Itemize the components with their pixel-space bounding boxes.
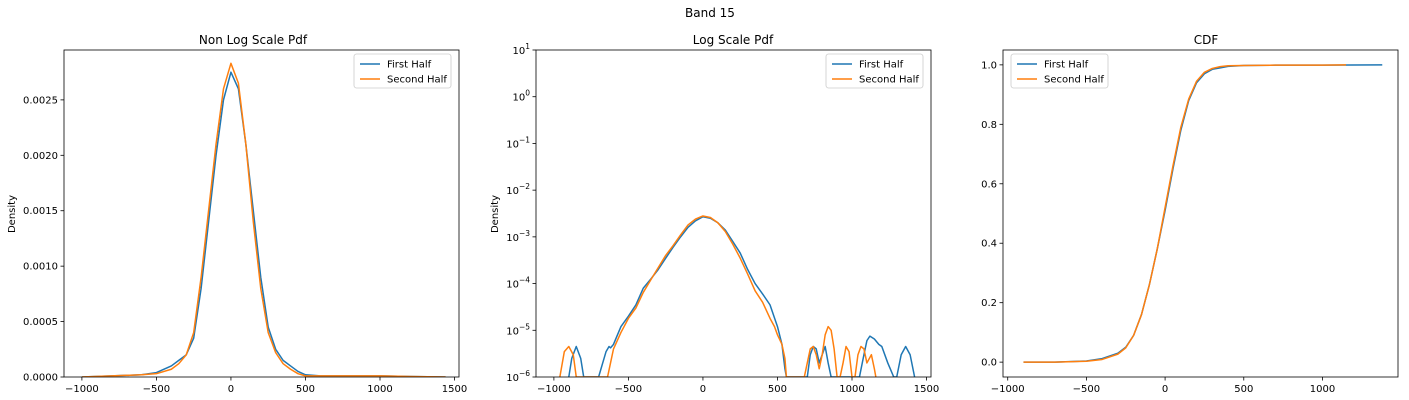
y-axis-label: Density <box>490 195 501 233</box>
legend-label: First Half <box>859 60 904 71</box>
series-line-second-half <box>559 215 877 377</box>
y-tick-label: 101 <box>512 42 530 57</box>
y-tick-label: 1.0 <box>981 60 997 71</box>
series-line-second-half <box>1023 64 1347 363</box>
x-tick-label: 1000 <box>839 384 864 395</box>
legend-label: First Half <box>387 60 432 71</box>
x-tick-label: −500 <box>143 384 170 395</box>
y-tick-label: 0.4 <box>981 239 997 250</box>
y-tick-label: 10−1 <box>506 135 530 150</box>
y-tick-label: 0.0020 <box>23 151 58 162</box>
y-tick-label: 0.0015 <box>23 206 58 217</box>
series-group <box>1023 64 1383 363</box>
series-line-second-half <box>81 62 446 377</box>
legend-label: Second Half <box>1044 75 1104 86</box>
y-tick-label: 10−3 <box>506 229 530 244</box>
y-tick-label: 0.2 <box>981 298 997 309</box>
series-line-first-half <box>568 215 916 377</box>
y-tick-label: 0.0025 <box>23 95 58 106</box>
x-tick-label: 1000 <box>1310 384 1335 395</box>
x-tick-label: −500 <box>1073 384 1100 395</box>
x-tick-label: 1000 <box>367 384 392 395</box>
x-tick-label: 0 <box>228 384 234 395</box>
axes-title: Non Log Scale Pdf <box>199 33 308 47</box>
x-tick-label: −1000 <box>537 384 571 395</box>
plot-frame <box>535 49 932 378</box>
y-tick-label: 0.0000 <box>23 373 58 384</box>
axes-cdf: CDF −1000 −500 0 500 1000 0.0 0.2 0.4 0.6 0.8 1.0 F… <box>981 33 1399 395</box>
plot-frame <box>1002 49 1399 378</box>
y-axis-label: Density <box>7 195 18 233</box>
y-tick-label: 0.0010 <box>23 262 58 273</box>
axes-title: CDF <box>1194 33 1219 47</box>
x-tick-label: 500 <box>768 384 787 395</box>
x-tick-label: −500 <box>615 384 642 395</box>
legend-label: Second Half <box>859 75 919 86</box>
x-tick-label: 1500 <box>914 384 939 395</box>
legend: First Half Second Half <box>825 53 924 89</box>
series-group <box>559 215 916 377</box>
legend: First Half Second Half <box>1010 53 1109 89</box>
y-tick-label: 10−4 <box>506 276 530 291</box>
y-tick-label: 0.0005 <box>23 317 58 328</box>
y-tick-label: 0.0 <box>981 358 997 369</box>
y-tick-label: 0.6 <box>981 179 997 190</box>
x-tick-label: 500 <box>1234 384 1253 395</box>
axes-log-pdf: Log Scale Pdf Density −1000 −500 0 500 1000 1… <box>490 33 939 395</box>
legend-label: Second Half <box>387 75 447 86</box>
x-tick-label: 0 <box>1162 384 1168 395</box>
axes-title: Log Scale Pdf <box>693 33 774 47</box>
figure-suptitle: Band 15 <box>685 6 735 20</box>
y-tick-label: 0.8 <box>981 120 997 131</box>
x-tick-label: −1000 <box>991 384 1025 395</box>
series-group <box>81 62 446 377</box>
y-tick-label: 10−6 <box>506 369 530 384</box>
y-tick-label: 10−2 <box>506 182 530 197</box>
x-tick-label: 1500 <box>442 384 467 395</box>
x-tick-label: 500 <box>296 384 315 395</box>
y-tick-label: 10−5 <box>506 322 530 337</box>
axes-non-log-pdf: Non Log Scale Pdf Density −1000 −500 0 500 1… <box>7 33 467 395</box>
y-tick-label: 100 <box>512 89 530 104</box>
legend-label: First Half <box>1044 60 1089 71</box>
plot-frame <box>63 49 460 378</box>
legend: First Half Second Half <box>353 53 452 89</box>
x-tick-label: 0 <box>700 384 706 395</box>
x-tick-label: −1000 <box>65 384 99 395</box>
